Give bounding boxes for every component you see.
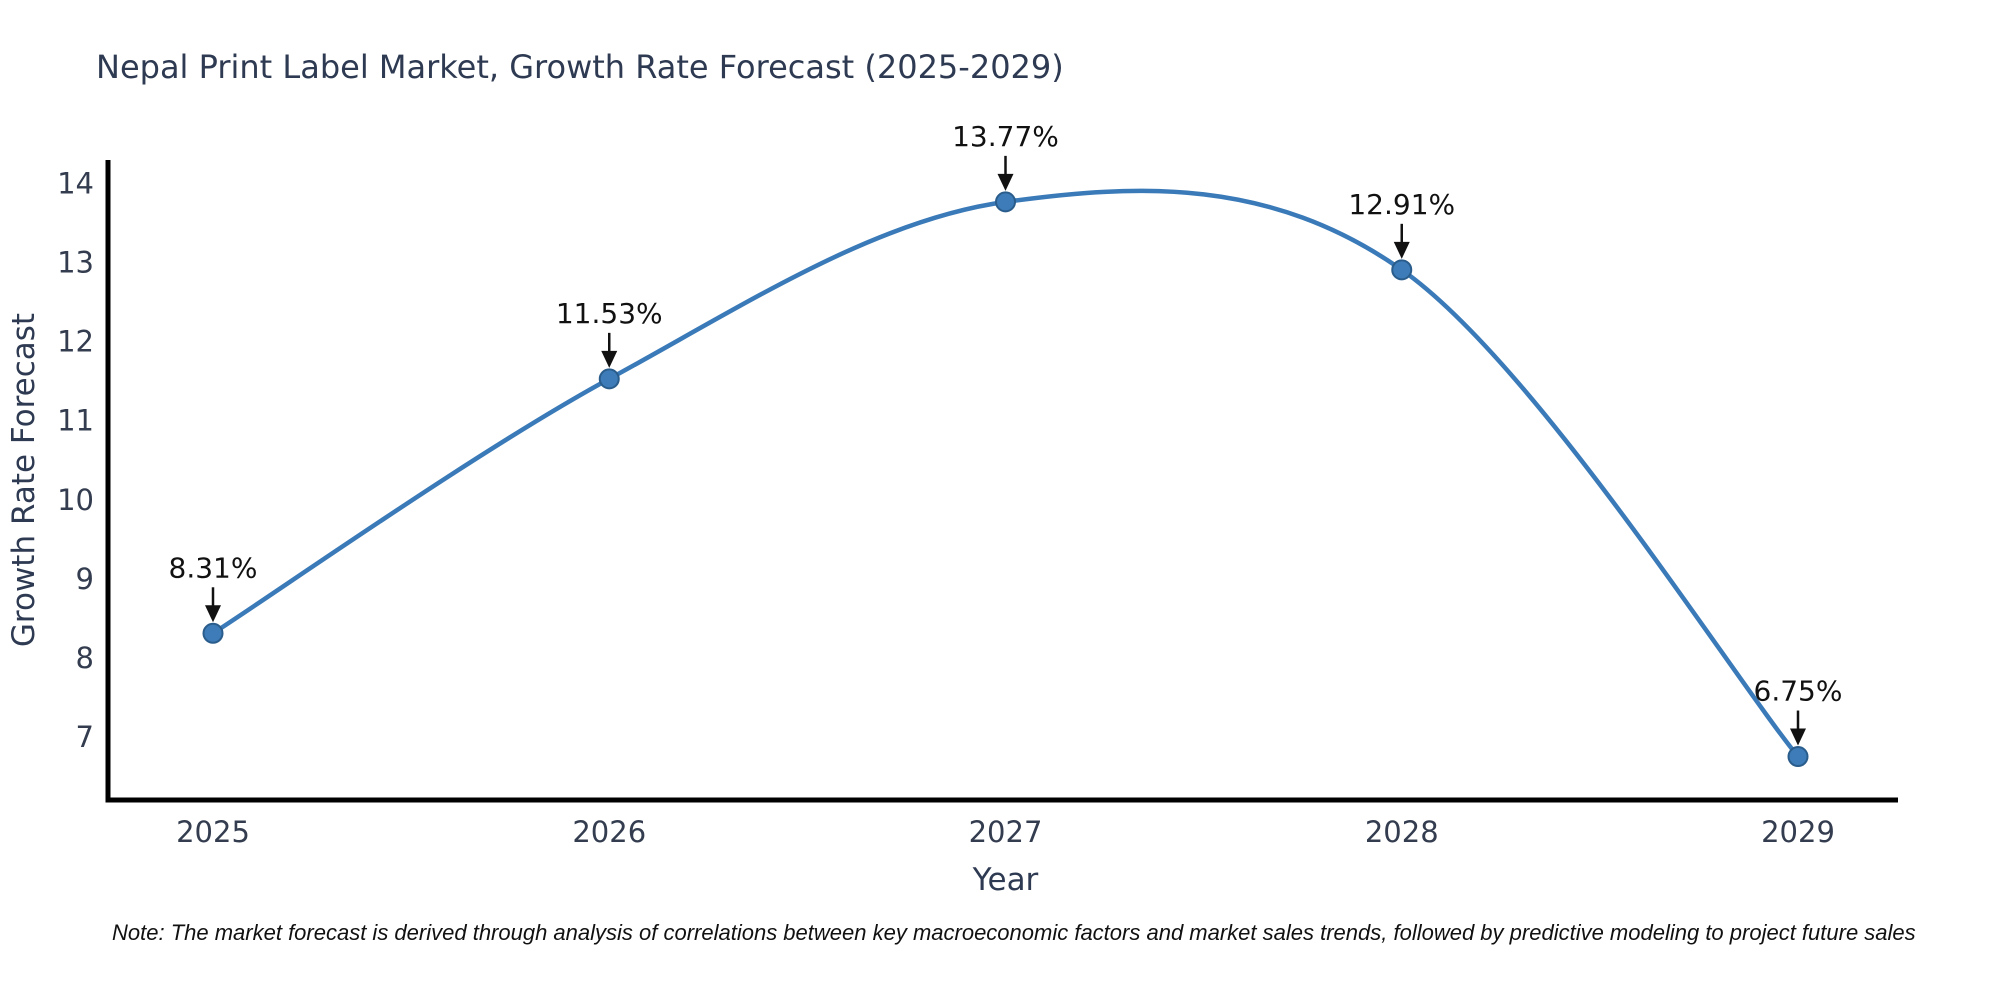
data-point-marker [202,622,224,644]
y-tick-label: 14 [57,167,94,201]
y-tick-label: 13 [57,246,94,280]
y-tick-label: 12 [57,325,94,359]
annotation-arrow-head [601,350,618,368]
y-axis-title: Growth Rate Forecast [6,313,42,647]
y-tick-label: 7 [76,720,94,754]
footnote: Note: The market forecast is derived thr… [112,920,1916,945]
data-point-marker [995,191,1016,213]
annotation-arrow-head [1393,241,1410,259]
forecast-line [210,188,1801,759]
data-point-marker [1391,259,1413,281]
data-point-marker [598,368,620,390]
y-tick-label: 10 [57,483,94,517]
y-tick-label: 9 [76,562,94,596]
point-value-label: 11.53% [556,297,663,330]
point-value-label: 13.77% [952,120,1059,153]
annotation-arrow-head [997,173,1014,191]
x-axis-title: Year [972,862,1039,898]
chart-title: Nepal Print Label Market, Growth Rate Fo… [96,48,1064,86]
x-tick-label: 2027 [969,815,1043,849]
y-tick-label: 8 [76,641,94,675]
data-point-marker [1787,746,1809,768]
x-tick-label: 2026 [572,815,646,849]
annotation-arrow-head [1790,728,1806,746]
annotation-arrow-head [205,605,221,623]
y-tick-label: 11 [57,404,94,438]
x-tick-label: 2029 [1761,815,1835,849]
x-tick-label: 2025 [176,815,250,849]
x-tick-label: 2028 [1365,815,1439,849]
point-value-label: 12.91% [1348,188,1455,221]
point-value-label: 6.75% [1754,675,1843,708]
point-value-label: 8.31% [169,551,258,584]
